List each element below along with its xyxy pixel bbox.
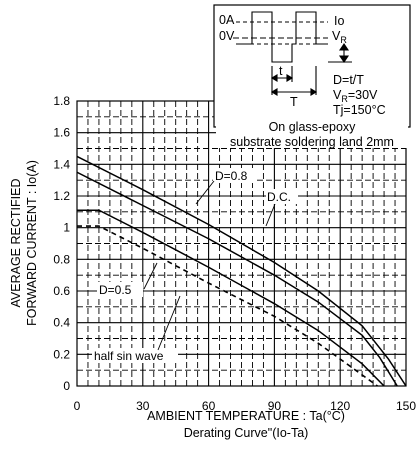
y-tick-label: 0.8 [53, 252, 70, 266]
y-tick-label: 0 [63, 379, 70, 393]
series-d-0-5 [77, 209, 385, 387]
x-tick-label: 0 [74, 399, 81, 413]
y-axis-label-line1: AVERAGE RECTIFIED [9, 179, 23, 308]
x-tick-label: 90 [268, 399, 282, 413]
inset-t-big: T [290, 95, 298, 109]
grid [77, 101, 406, 386]
inset-io: Io [334, 14, 344, 28]
leader-d08 [195, 180, 215, 205]
label-bg-half [92, 348, 178, 363]
inset-tj: Tj=150°C [333, 103, 386, 117]
x-tick-label: 30 [136, 399, 150, 413]
y-tick-label: 1 [63, 221, 70, 235]
label-d08: D=0.8 [215, 169, 248, 183]
inset-vr: VR [332, 29, 347, 45]
y-tick-label: 1.4 [53, 157, 70, 171]
y-tick-labels: 0 0.2 0.4 0.6 0.8 1 1.2 1.4 1.6 1.8 [53, 94, 70, 393]
chart-caption: Derating Curve"(Io-Ta) [184, 426, 309, 440]
x-axis-label: AMBIENT TEMPERATURE : Ta(°C) [147, 409, 345, 423]
leader-dc [265, 203, 276, 227]
inset-glass: On glass-epoxy [269, 120, 357, 134]
series-d-c- [76, 171, 398, 387]
inset-box: 0A 0V Io VR t T D=t/T VR=30V Tj=150°C On… [213, 4, 411, 149]
y-tick-label: 0.2 [53, 347, 70, 361]
x-tick-labels: 0 30 60 90 120 150 [74, 399, 417, 413]
inset-t-small: t [279, 64, 283, 78]
x-tick-label: 150 [396, 399, 416, 413]
leader-half [157, 295, 181, 351]
series-half-sin-wave [77, 225, 378, 387]
series-layer [76, 155, 407, 387]
y-tick-label: 1.8 [53, 94, 70, 108]
inset-vr-eq: VR=30V [333, 88, 378, 104]
x-tick-label: 120 [330, 399, 350, 413]
inset-zero-a: 0A [219, 13, 235, 27]
y-tick-label: 0.4 [53, 316, 70, 330]
y-tick-label: 0.6 [53, 284, 70, 298]
inset-d-eq: D=t/T [333, 73, 364, 87]
inset-zero-v: 0V [219, 29, 235, 43]
series-d-0-8 [76, 155, 407, 387]
label-bg-dc [266, 189, 298, 204]
x-tick-label: 60 [202, 399, 216, 413]
y-tick-label: 1.2 [53, 189, 70, 203]
y-tick-label: 1.6 [53, 126, 70, 140]
leader-d05 [143, 262, 158, 290]
label-bg-d05 [97, 282, 143, 297]
label-dc: D.C. [267, 190, 291, 204]
inset-substrate: substrate soldering land 2mm [230, 135, 394, 149]
waveform-diagram [233, 11, 352, 96]
label-bg-d08 [213, 168, 257, 183]
label-d05: D=0.5 [99, 283, 132, 297]
label-half-sin: half sin wave [94, 349, 164, 363]
y-axis-label-line2: FORWARD CURRENT : Io(A) [25, 160, 39, 326]
